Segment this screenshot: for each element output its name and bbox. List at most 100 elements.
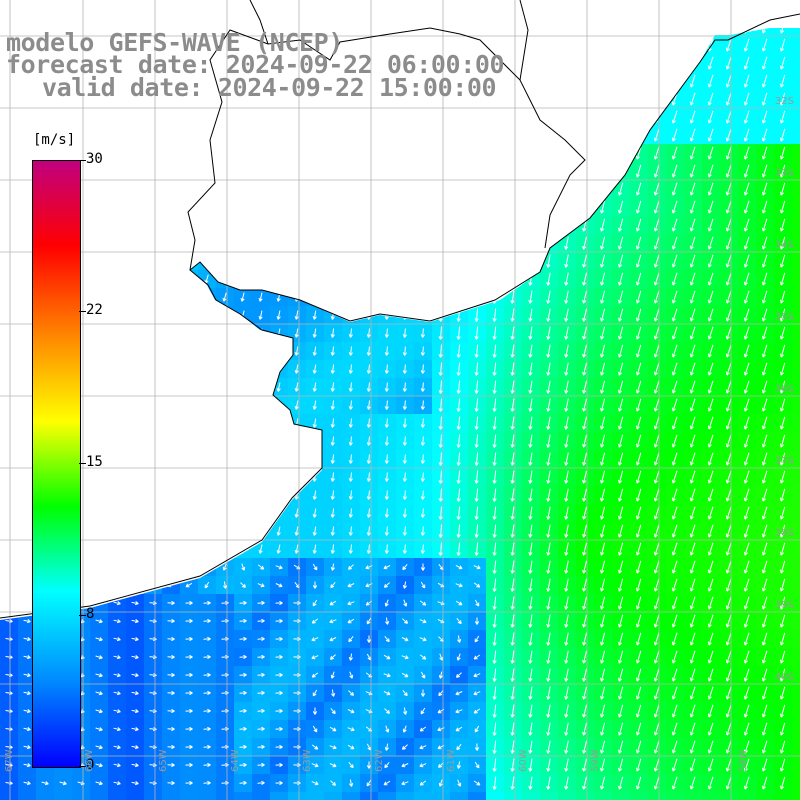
wind-arrow [707,92,714,106]
wind-speed-cell [504,252,523,271]
wind-speed-cell [126,306,145,325]
wind-speed-cell [126,792,145,800]
wind-speed-cell [0,396,19,415]
wind-arrow [168,238,173,248]
wind-arrow [689,398,696,412]
wind-arrow [635,146,642,160]
wind-arrow [150,274,155,284]
wind-arrow [582,326,587,340]
wind-speed-cell [540,90,559,109]
wind-arrow [312,328,317,338]
wind-arrow [402,166,408,176]
wind-arrow [222,130,227,140]
wind-arrow [779,434,786,448]
wind-speed-cell [450,180,469,199]
wind-speed-cell [90,342,109,361]
wind-arrow [240,382,245,392]
wind-arrow [276,112,281,122]
wind-arrow [510,74,515,88]
wind-arrow [348,418,353,428]
wind-arrow [222,112,227,122]
wind-arrow [257,690,265,696]
wind-arrow [618,38,624,52]
wind-speed-cell [180,342,199,361]
wind-arrow [456,470,461,484]
wind-speed-cell [216,234,235,253]
wind-arrow [204,454,209,464]
wind-arrow [671,38,678,52]
wind-arrow [222,292,227,302]
wind-speed-cell [108,324,127,343]
wind-speed-cell [630,108,649,127]
wind-arrow [311,637,319,642]
wind-arrow [312,508,317,518]
wind-arrow [600,506,606,520]
wind-speed-cell [540,180,559,199]
wind-arrow [438,236,443,250]
wind-arrow [276,436,281,446]
wind-arrow [671,452,678,466]
wind-speed-cell [360,162,379,181]
wind-arrow [330,364,335,374]
wind-speed-cell [594,0,613,19]
wind-speed-cell [486,0,505,19]
wind-arrow [671,164,678,178]
wind-arrow [707,308,714,322]
wind-arrow [276,130,281,140]
wind-speed-cell [162,306,181,325]
wind-speed-cell [162,198,181,217]
wind-arrow [240,454,245,464]
wind-speed-cell [486,252,505,271]
wind-arrow [96,490,101,500]
wind-arrow [385,617,390,625]
wind-arrow [761,326,768,340]
wind-speed-cell [180,468,199,487]
wind-speed-cell [522,126,541,145]
wind-arrow [725,146,732,160]
wind-arrow [312,148,317,158]
wind-arrow [330,526,335,536]
wind-arrow [475,3,478,16]
wind-arrow [203,654,211,660]
wind-arrow [725,236,732,250]
wind-speed-cell [270,432,289,451]
wind-arrow [761,542,768,556]
wind-arrow [707,668,714,682]
wind-arrow [618,308,624,322]
wind-speed-cell [216,792,235,800]
wind-arrow [402,490,408,500]
wind-speed-cell [108,270,127,289]
wind-speed-cell [522,162,541,181]
wind-arrow [403,599,408,607]
wind-arrow [528,182,533,196]
wind-arrow [689,164,696,178]
colorbar-tick-22: 22 [86,302,103,318]
wind-arrow [635,578,642,592]
wind-speed-cell [180,540,199,559]
wind-speed-cell [504,90,523,109]
wind-arrow [384,599,389,607]
lat-label: 34S [774,240,794,251]
wind-speed-cell [792,234,800,253]
wind-speed-cell [144,792,163,800]
wind-speed-cell [126,468,145,487]
wind-arrow [402,382,408,392]
wind-arrow [168,508,173,518]
wind-speed-cell [270,180,289,199]
wind-arrow [294,202,299,212]
wind-speed-cell [234,342,253,361]
wind-arrow [131,601,139,606]
wind-arrow [402,328,408,338]
wind-speed-cell [594,36,613,55]
wind-arrow [114,130,119,140]
wind-speed-cell [144,288,163,307]
wind-arrow [294,220,299,230]
wind-arrow [312,725,318,733]
wind-speed-cell [342,180,361,199]
wind-arrow [203,726,211,732]
wind-arrow [582,56,587,70]
wind-arrow [635,56,642,70]
wind-arrow [348,256,353,266]
wind-arrow [618,704,624,718]
wind-arrow [95,727,103,732]
